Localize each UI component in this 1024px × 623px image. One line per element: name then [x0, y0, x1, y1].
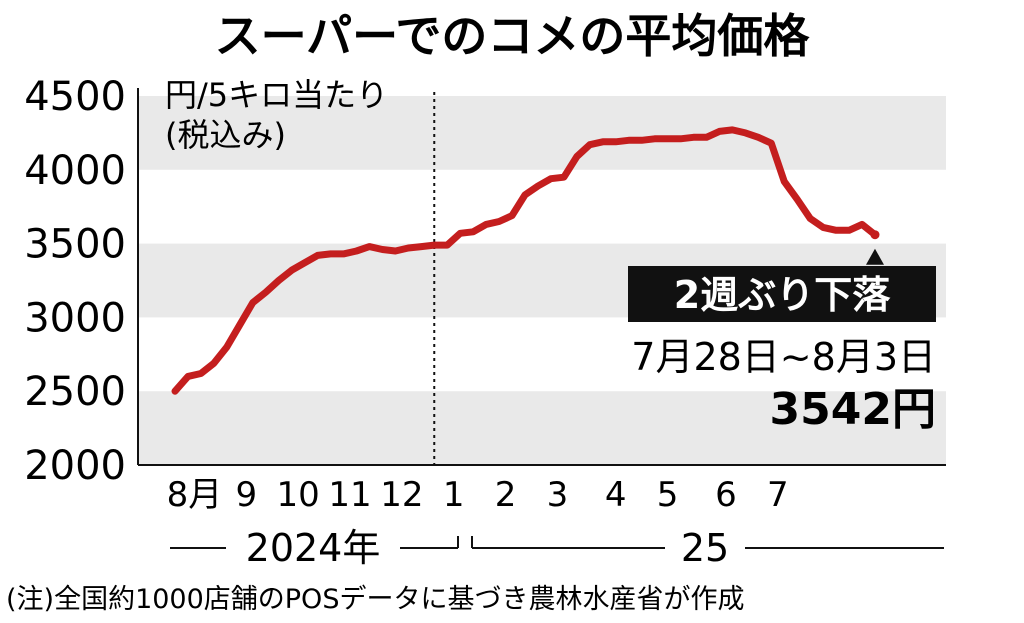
band-2 — [138, 96, 946, 170]
x-tick-label: 5 — [657, 475, 679, 515]
x-tick-label: 1 — [443, 475, 465, 515]
callout-period: 7月28日~8月3日 — [631, 335, 936, 379]
chart-title: スーパーでのコメの平均価格 — [215, 9, 811, 63]
y-tick-label: 3500 — [24, 222, 126, 268]
y-tick-label: 4000 — [24, 148, 126, 194]
band-0 — [138, 391, 946, 465]
callout-pointer — [866, 248, 884, 265]
y-axis: 2000 2500 3000 3500 4000 4500 — [24, 74, 946, 489]
series-line — [171, 126, 884, 395]
x-tick-label: 2 — [495, 475, 517, 515]
last-point — [870, 230, 880, 240]
callout-badge: 2週ぶり下落 — [674, 273, 891, 317]
year-brackets: 2024年 25 — [170, 526, 944, 570]
unit-label-tax: (税込み) — [165, 116, 286, 154]
y-tick-label: 2000 — [24, 443, 126, 489]
price-line — [171, 126, 879, 395]
year-2025-label: 25 — [681, 526, 729, 570]
x-tick-label: 7 — [767, 475, 789, 515]
y-tick-label: 2500 — [24, 369, 126, 415]
x-axis-ticks: 8月 9 10 11 12 1 2 3 4 5 6 7 — [167, 475, 789, 515]
y-tick-label: 4500 — [24, 74, 126, 120]
x-tick-label: 4 — [605, 475, 627, 515]
y-tick-label: 3000 — [24, 295, 126, 341]
x-tick-label: 3 — [547, 475, 569, 515]
x-tick-label: 9 — [235, 475, 257, 515]
source-note: (注)全国約1000店舗のPOSデータに基づき農林水産省が作成 — [6, 584, 744, 615]
x-tick-label: 11 — [328, 475, 371, 515]
x-tick-label: 10 — [277, 475, 320, 515]
year-2024-label: 2024年 — [246, 526, 381, 570]
callout-badge-bg — [628, 266, 936, 322]
x-tick-label: 12 — [380, 475, 423, 515]
unit-label: 円/5キロ当たり — [165, 76, 388, 114]
x-tick-label: 8月 — [167, 475, 223, 515]
x-tick-label: 6 — [715, 475, 737, 515]
callout-value: 3542円 — [770, 384, 936, 435]
